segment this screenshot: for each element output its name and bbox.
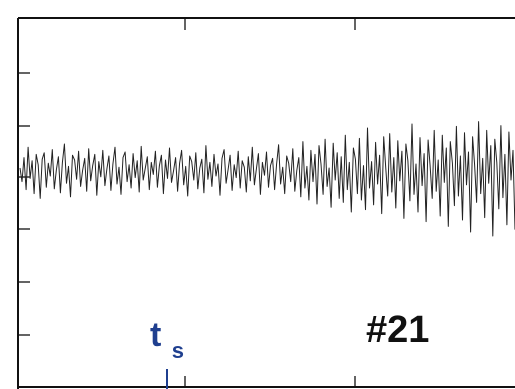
panel-id-label: #21 (366, 309, 429, 351)
ts-label-base: t (150, 316, 161, 354)
ts-marker: t s (150, 316, 184, 389)
ts-label: t s (150, 316, 184, 363)
ts-label-subscript: s (172, 338, 184, 363)
plot-frame (17, 17, 515, 389)
ticks (18, 18, 356, 387)
signal-trace (19, 121, 515, 237)
